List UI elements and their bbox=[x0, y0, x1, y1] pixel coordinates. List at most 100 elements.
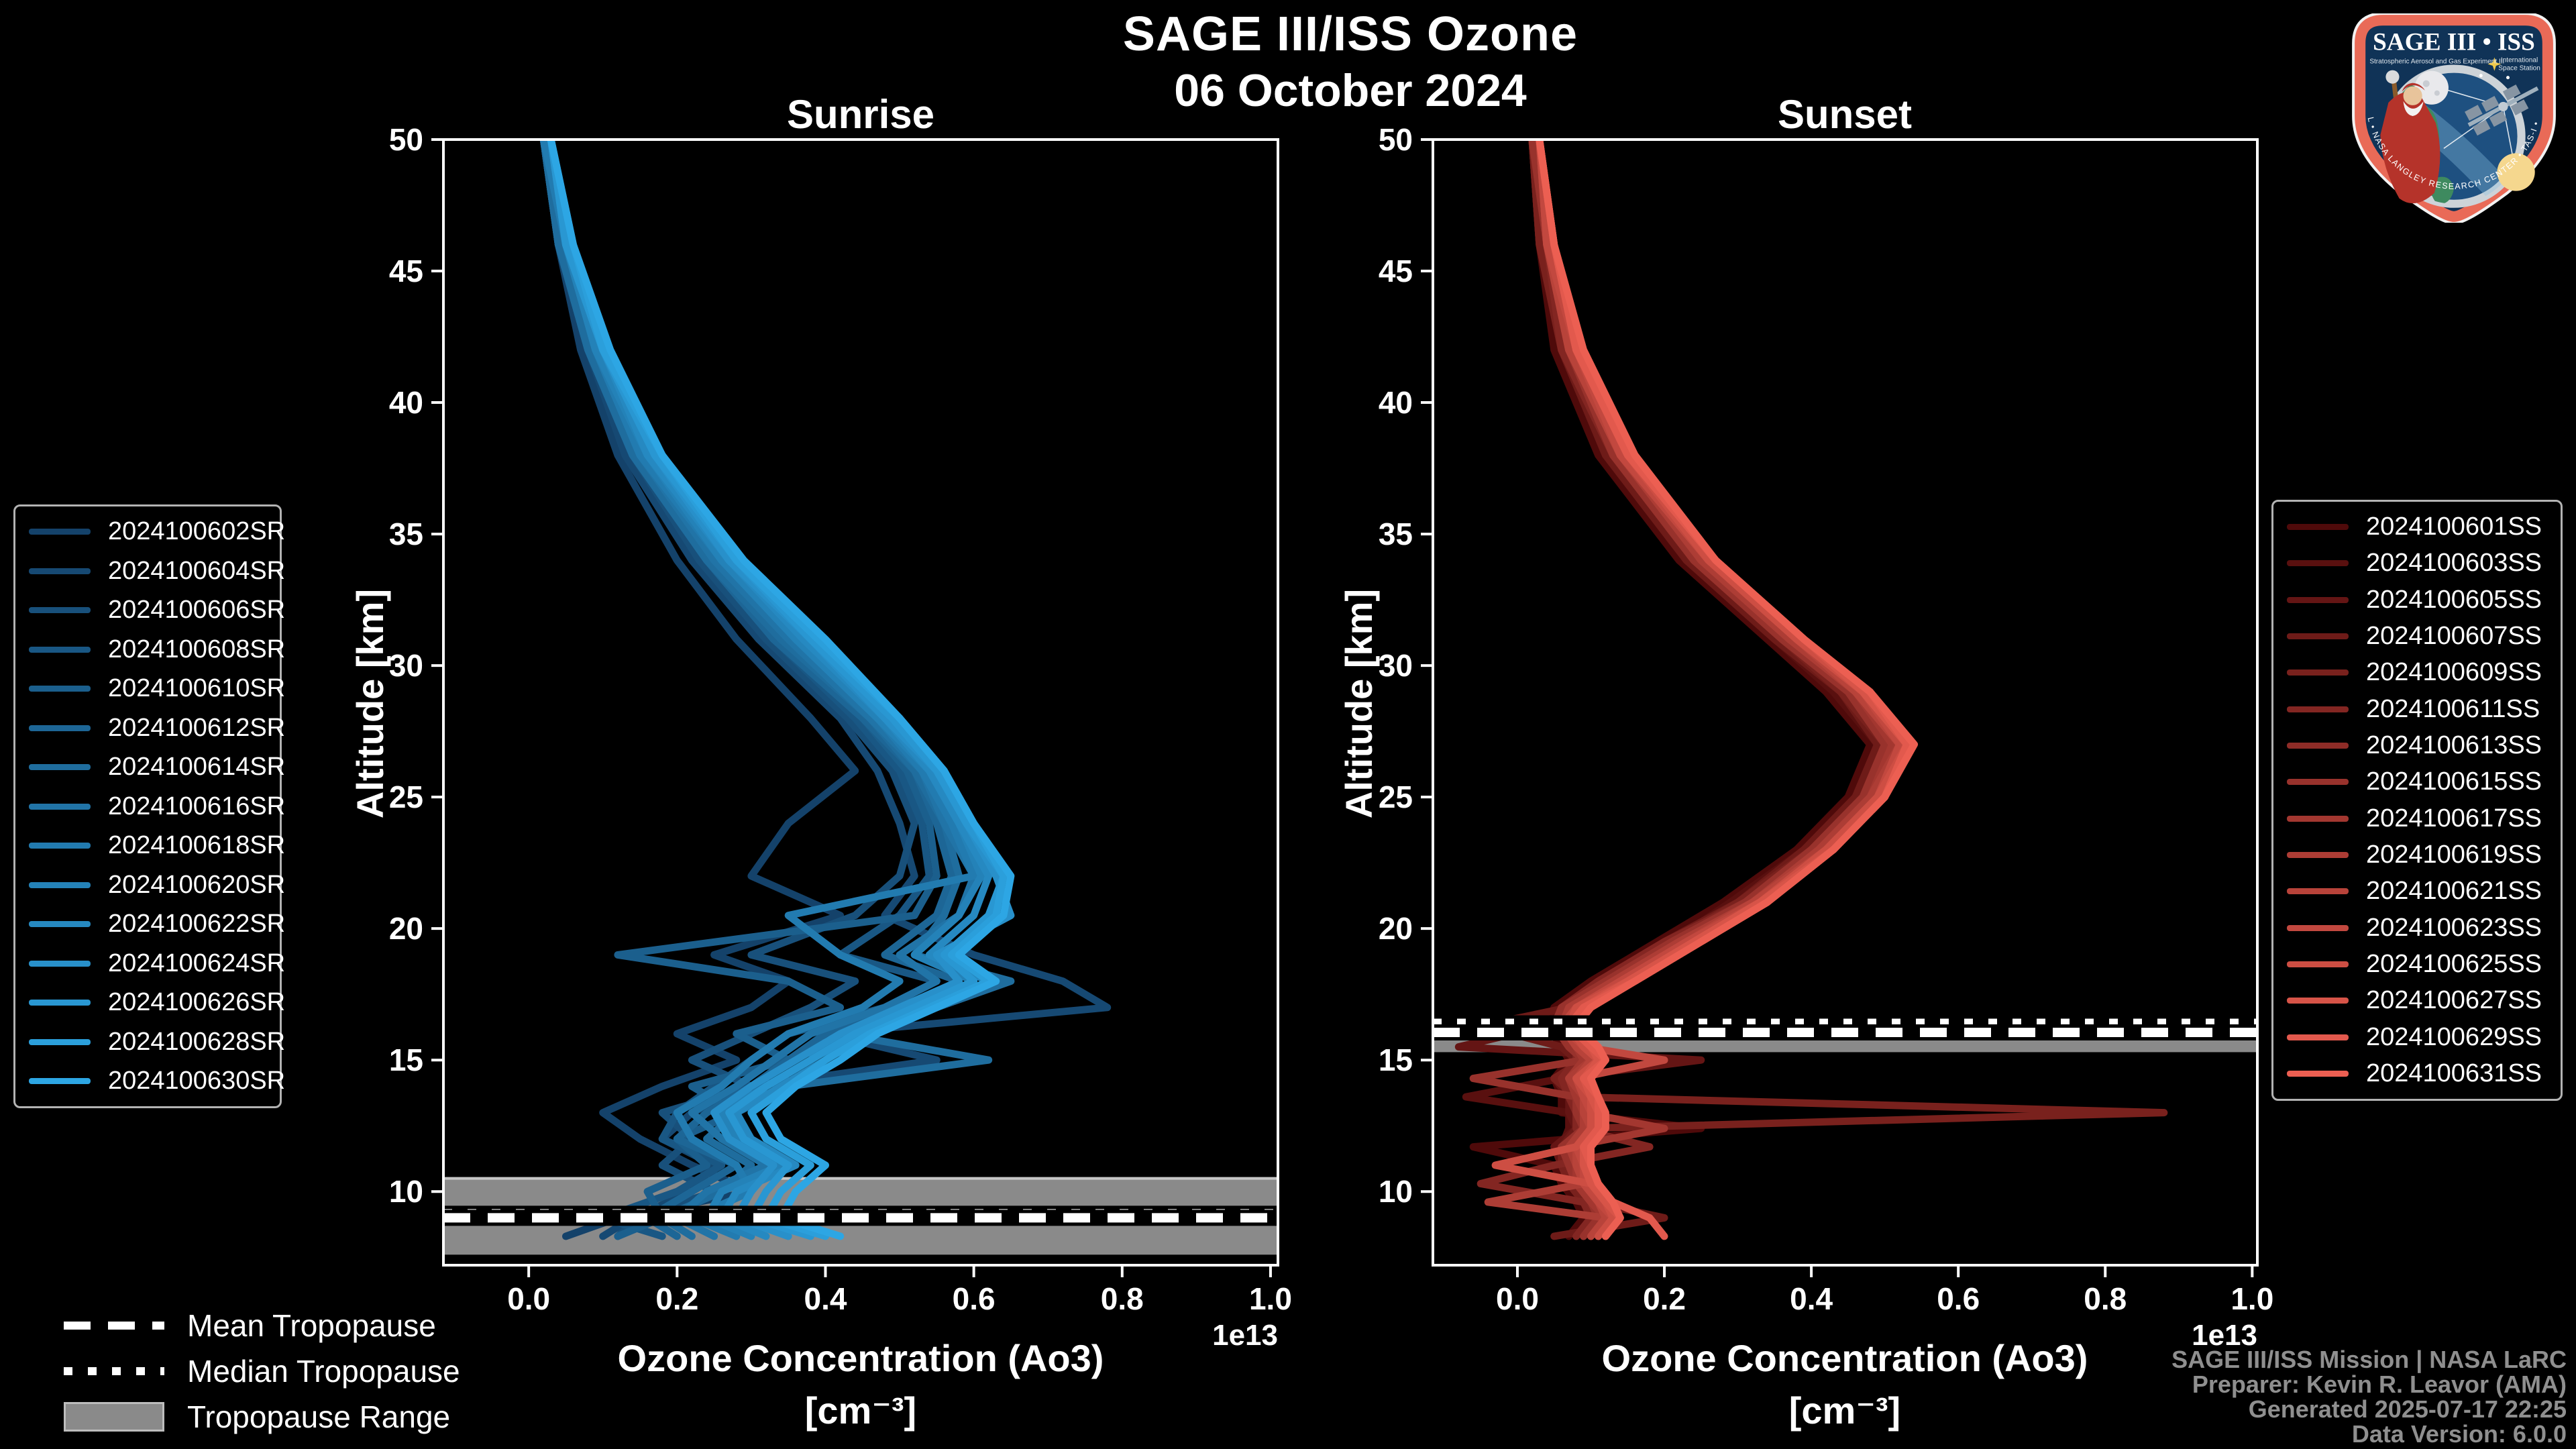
legend-item: 2024100622SR bbox=[29, 910, 285, 938]
y-tick-label: 20 bbox=[1379, 911, 1413, 946]
legend-label: 2024100610SR bbox=[108, 674, 286, 702]
legend-item: 2024100605SS bbox=[2287, 586, 2547, 614]
legend-swatch bbox=[29, 529, 91, 535]
x-axis-units-sunrise: [cm⁻³] bbox=[804, 1389, 917, 1432]
legend-label: 2024100613SS bbox=[2366, 731, 2542, 759]
x-tick-label: 0.4 bbox=[1790, 1281, 1833, 1316]
legend-item: 2024100614SR bbox=[29, 753, 285, 782]
y-tick-label: 30 bbox=[1379, 648, 1413, 683]
logo-subtitle-right1: International bbox=[2501, 56, 2538, 64]
legend-swatch bbox=[29, 921, 91, 927]
legend-swatch bbox=[2287, 779, 2349, 786]
legend-swatch bbox=[29, 1078, 91, 1084]
footer-generated: Generated 2025-07-17 22:25 bbox=[2248, 1395, 2567, 1423]
legend-label: 2024100625SS bbox=[2366, 949, 2542, 978]
y-tick-label: 25 bbox=[389, 780, 423, 814]
legend-label: 2024100603SS bbox=[2366, 549, 2542, 578]
legend-label: 2024100629SS bbox=[2366, 1022, 2542, 1051]
logo-iss bbox=[2465, 85, 2539, 136]
legend-swatch bbox=[29, 686, 91, 692]
legend-label: 2024100621SS bbox=[2366, 877, 2542, 906]
logo-title: SAGE III • ISS bbox=[2373, 28, 2535, 56]
legend-swatch bbox=[2287, 1034, 2349, 1040]
logo-moon-crater bbox=[2422, 80, 2430, 87]
x-axis-label-sunrise: Ozone Concentration (Ao3) bbox=[617, 1337, 1104, 1379]
legend-swatch bbox=[29, 568, 91, 574]
y-tick-label: 15 bbox=[1379, 1042, 1413, 1077]
legend-swatch bbox=[2287, 669, 2349, 676]
legend-swatch bbox=[29, 1038, 91, 1045]
series-line-2024100615SS bbox=[1469, 140, 1889, 1240]
legend-item: 2024100631SS bbox=[2287, 1059, 2547, 1088]
legend-label: 2024100622SR bbox=[108, 910, 286, 938]
legend-item: 2024100623SS bbox=[2287, 914, 2547, 943]
legend-item: 2024100619SS bbox=[2287, 841, 2547, 869]
y-tick-label: 40 bbox=[1379, 385, 1413, 420]
main-title: SAGE III/ISS Ozone bbox=[1122, 7, 1578, 61]
x-axis-label-sunset: Ozone Concentration (Ao3) bbox=[1601, 1337, 2088, 1379]
footer: SAGE III/ISS Mission | NASA LaRC Prepare… bbox=[2171, 1347, 2567, 1446]
sage-iii-iss-logo: SAGE III • ISS Stratospheric Aerosol and… bbox=[2343, 13, 2556, 223]
footer-preparer: Preparer: Kevin R. Leavor (AMA) bbox=[2192, 1371, 2567, 1398]
y-tick-label: 20 bbox=[389, 911, 423, 946]
legend-item: 2024100627SS bbox=[2287, 986, 2547, 1015]
legend-item: 2024100602SR bbox=[29, 517, 285, 546]
sunrise-chart: 0.0 0.2 0.4 0.6 0.8 1.0 10 15 20 25 30 35 40 45 50 bbox=[389, 122, 1292, 1316]
legend-item: 2024100625SS bbox=[2287, 950, 2547, 979]
legend-swatch bbox=[2287, 633, 2349, 639]
x-tick-label: 0.8 bbox=[2084, 1281, 2127, 1316]
legend-item: 2024100609SS bbox=[2287, 658, 2547, 687]
legend-item: 2024100607SS bbox=[2287, 622, 2547, 651]
legend-item: 2024100604SR bbox=[29, 557, 285, 586]
y-tick-label: 15 bbox=[389, 1042, 423, 1077]
logo-star bbox=[2506, 76, 2510, 80]
legend-item-median-tropopause: Median Tropopause bbox=[64, 1352, 460, 1390]
series-line-2024100631SS bbox=[1536, 140, 1918, 1240]
legend-item: 2024100617SS bbox=[2287, 804, 2547, 833]
legend-label: Mean Tropopause bbox=[187, 1308, 436, 1343]
x-tick-label: 0.6 bbox=[1937, 1281, 1980, 1316]
logo-subtitle-left: Stratospheric Aerosol and Gas Experiment… bbox=[2369, 58, 2504, 66]
legend-item: 2024100618SR bbox=[29, 831, 285, 860]
series-line-2024100616SR bbox=[539, 140, 978, 1240]
y-tick-label: 45 bbox=[1379, 254, 1413, 288]
legend-item: 2024100608SR bbox=[29, 635, 285, 664]
legend-label: 2024100627SS bbox=[2366, 986, 2542, 1015]
x-tick-label: 0.0 bbox=[1496, 1281, 1539, 1316]
legend-item-mean-tropopause: Mean Tropopause bbox=[64, 1307, 460, 1344]
legend-label: 2024100623SS bbox=[2366, 913, 2542, 942]
legend-swatch bbox=[2287, 924, 2349, 931]
legend-swatch bbox=[29, 646, 91, 653]
legend-label: 2024100611SS bbox=[2366, 694, 2540, 723]
offset-text-sunrise: 1e13 bbox=[1212, 1319, 1278, 1352]
legend-item: 2024100629SS bbox=[2287, 1023, 2547, 1052]
legend-label: Tropopause Range bbox=[187, 1399, 451, 1434]
legend-swatch bbox=[2287, 815, 2349, 822]
legend-label: 2024100624SR bbox=[108, 949, 286, 977]
legend-swatch bbox=[2287, 961, 2349, 967]
legend-label: 2024100617SS bbox=[2366, 804, 2542, 833]
series-line-2024100620SR bbox=[547, 140, 985, 1240]
legend-label: 2024100605SS bbox=[2366, 585, 2542, 614]
legend-swatch bbox=[29, 724, 91, 731]
legend-label: 2024100601SS bbox=[2366, 513, 2542, 541]
legend-item: 2024100621SS bbox=[2287, 877, 2547, 906]
x-axis-units-sunset: [cm⁻³] bbox=[1788, 1389, 1901, 1432]
legend-label: 2024100619SS bbox=[2366, 840, 2542, 869]
legend-label: 2024100606SR bbox=[108, 596, 286, 624]
series-line-2024100630SR bbox=[547, 140, 1015, 1240]
logo-star bbox=[2487, 57, 2502, 71]
legend-swatch bbox=[2287, 998, 2349, 1004]
logo-moon bbox=[2414, 70, 2449, 105]
logo-moon-crater bbox=[2434, 90, 2440, 96]
tropopause-legend: Mean Tropopause Median Tropopause Tropop… bbox=[64, 1307, 460, 1436]
offset-text-sunset: 1e13 bbox=[2192, 1319, 2257, 1352]
legend-swatch bbox=[2287, 742, 2349, 749]
legend-label: 2024100602SR bbox=[108, 517, 286, 545]
legend-swatch bbox=[2287, 1070, 2349, 1077]
y-axis-label-sunset: Altitude [km] bbox=[1338, 588, 1380, 819]
legend-item-tropopause-range: Tropopause Range bbox=[64, 1398, 460, 1436]
plot-border bbox=[442, 138, 1279, 1267]
legend-swatch bbox=[29, 803, 91, 810]
